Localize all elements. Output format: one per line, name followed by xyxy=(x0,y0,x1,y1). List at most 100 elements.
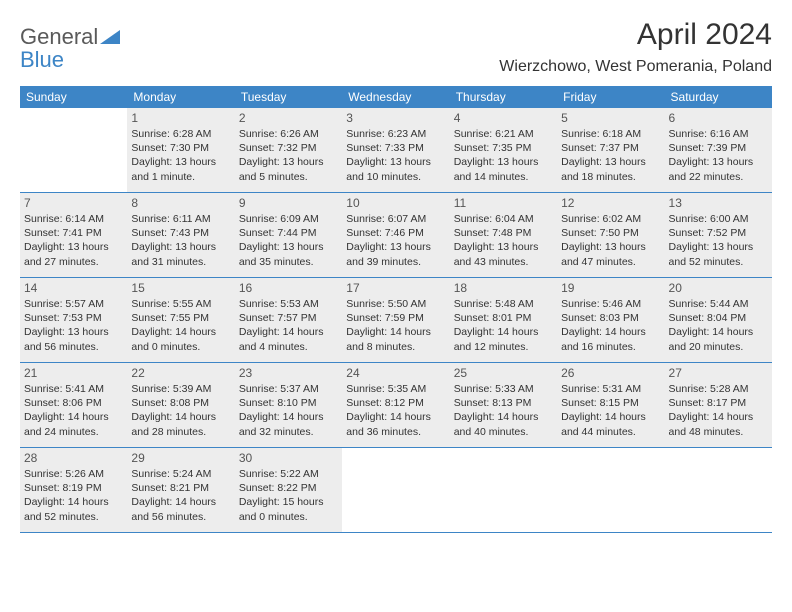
day-number: 12 xyxy=(561,196,660,210)
day-info: Sunrise: 6:04 AMSunset: 7:48 PMDaylight:… xyxy=(454,212,553,269)
day-cell: 4 Sunrise: 6:21 AMSunset: 7:35 PMDaylight… xyxy=(450,108,557,192)
week-row: 28 Sunrise: 5:26 AMSunset: 8:19 PMDayligh… xyxy=(20,448,772,533)
day-cell: 1Sunrise: 6:28 AMSunset: 7:30 PMDaylight… xyxy=(127,108,234,192)
day-cell xyxy=(20,108,127,192)
day-cell: 3Sunrise: 6:23 AMSunset: 7:33 PMDaylight… xyxy=(342,108,449,192)
day-cell: 9 Sunrise: 6:09 AMSunset: 7:44 PMDaylight… xyxy=(235,193,342,277)
day-number: 23 xyxy=(239,366,338,380)
day-cell xyxy=(342,448,449,532)
day-cell xyxy=(665,448,772,532)
day-info: Sunrise: 5:22 AMSunset: 8:22 PMDaylight:… xyxy=(239,467,338,524)
calendar: SundayMondayTuesdayWednesdayThursdayFrid… xyxy=(20,86,772,533)
day-cell: 13Sunrise: 6:00 AMSunset: 7:52 PMDayligh… xyxy=(665,193,772,277)
day-cell: 6 Sunrise: 6:16 AMSunset: 7:39 PMDaylight… xyxy=(665,108,772,192)
day-info: Sunrise: 5:44 AMSunset: 8:04 PMDaylight:… xyxy=(669,297,768,354)
day-number: 1 xyxy=(131,111,230,125)
day-info: Sunrise: 6:14 AMSunset: 7:41 PMDaylight:… xyxy=(24,212,123,269)
day-cell: 11 Sunrise: 6:04 AMSunset: 7:48 PMDayligh… xyxy=(450,193,557,277)
day-info: Sunrise: 6:26 AMSunset: 7:32 PMDaylight:… xyxy=(239,127,338,184)
day-number: 11 xyxy=(454,196,553,210)
day-info: Sunrise: 5:28 AMSunset: 8:17 PMDaylight:… xyxy=(669,382,768,439)
location-text: Wierzchowo, West Pomerania, Poland xyxy=(499,58,772,76)
day-number: 9 xyxy=(239,196,338,210)
day-cell xyxy=(450,448,557,532)
day-cell: 12 Sunrise: 6:02 AMSunset: 7:50 PMDayligh… xyxy=(557,193,664,277)
day-info: Sunrise: 5:26 AMSunset: 8:19 PMDaylight:… xyxy=(24,467,123,524)
day-cell: 30 Sunrise: 5:22 AMSunset: 8:22 PMDayligh… xyxy=(235,448,342,532)
day-cell: 7 Sunrise: 6:14 AMSunset: 7:41 PMDaylight… xyxy=(20,193,127,277)
day-number: 6 xyxy=(669,111,768,125)
day-number: 20 xyxy=(669,281,768,295)
day-number: 25 xyxy=(454,366,553,380)
day-info: Sunrise: 6:16 AMSunset: 7:39 PMDaylight:… xyxy=(669,127,768,184)
day-info: Sunrise: 6:02 AMSunset: 7:50 PMDaylight:… xyxy=(561,212,660,269)
day-info: Sunrise: 5:50 AMSunset: 7:59 PMDaylight:… xyxy=(346,297,445,354)
header: General Blue April 2024 Wierzchowo, West… xyxy=(20,18,772,76)
title-block: April 2024 Wierzchowo, West Pomerania, P… xyxy=(499,18,772,76)
day-info: Sunrise: 5:53 AMSunset: 7:57 PMDaylight:… xyxy=(239,297,338,354)
day-number: 21 xyxy=(24,366,123,380)
weekday-header: Friday xyxy=(557,86,664,108)
logo-text-2: Blue xyxy=(20,47,64,72)
day-number: 14 xyxy=(24,281,123,295)
day-cell: 18 Sunrise: 5:48 AMSunset: 8:01 PMDayligh… xyxy=(450,278,557,362)
day-info: Sunrise: 5:35 AMSunset: 8:12 PMDaylight:… xyxy=(346,382,445,439)
day-info: Sunrise: 5:41 AMSunset: 8:06 PMDaylight:… xyxy=(24,382,123,439)
day-info: Sunrise: 5:55 AMSunset: 7:55 PMDaylight:… xyxy=(131,297,230,354)
weekday-header-row: SundayMondayTuesdayWednesdayThursdayFrid… xyxy=(20,86,772,108)
day-cell: 25 Sunrise: 5:33 AMSunset: 8:13 PMDayligh… xyxy=(450,363,557,447)
day-info: Sunrise: 6:07 AMSunset: 7:46 PMDaylight:… xyxy=(346,212,445,269)
day-cell: 2Sunrise: 6:26 AMSunset: 7:32 PMDaylight… xyxy=(235,108,342,192)
day-number: 4 xyxy=(454,111,553,125)
day-cell: 20 Sunrise: 5:44 AMSunset: 8:04 PMDayligh… xyxy=(665,278,772,362)
day-number: 29 xyxy=(131,451,230,465)
day-number: 28 xyxy=(24,451,123,465)
weekday-header: Monday xyxy=(127,86,234,108)
weekday-header: Tuesday xyxy=(235,86,342,108)
day-cell: 15Sunrise: 5:55 AMSunset: 7:55 PMDayligh… xyxy=(127,278,234,362)
day-cell: 22 Sunrise: 5:39 AMSunset: 8:08 PMDayligh… xyxy=(127,363,234,447)
day-info: Sunrise: 5:37 AMSunset: 8:10 PMDaylight:… xyxy=(239,382,338,439)
day-info: Sunrise: 6:00 AMSunset: 7:52 PMDaylight:… xyxy=(669,212,768,269)
week-row: 1Sunrise: 6:28 AMSunset: 7:30 PMDaylight… xyxy=(20,108,772,193)
day-cell xyxy=(557,448,664,532)
day-number: 5 xyxy=(561,111,660,125)
week-row: 7 Sunrise: 6:14 AMSunset: 7:41 PMDaylight… xyxy=(20,193,772,278)
day-cell: 16Sunrise: 5:53 AMSunset: 7:57 PMDayligh… xyxy=(235,278,342,362)
day-number: 19 xyxy=(561,281,660,295)
day-cell: 14 Sunrise: 5:57 AMSunset: 7:53 PMDayligh… xyxy=(20,278,127,362)
weekday-header: Thursday xyxy=(450,86,557,108)
day-cell: 5 Sunrise: 6:18 AMSunset: 7:37 PMDaylight… xyxy=(557,108,664,192)
weekday-header: Sunday xyxy=(20,86,127,108)
day-number: 10 xyxy=(346,196,445,210)
logo-text-1: General xyxy=(20,24,98,49)
day-info: Sunrise: 5:48 AMSunset: 8:01 PMDaylight:… xyxy=(454,297,553,354)
day-info: Sunrise: 5:24 AMSunset: 8:21 PMDaylight:… xyxy=(131,467,230,524)
day-info: Sunrise: 6:18 AMSunset: 7:37 PMDaylight:… xyxy=(561,127,660,184)
day-number: 22 xyxy=(131,366,230,380)
day-number: 26 xyxy=(561,366,660,380)
day-cell: 29 Sunrise: 5:24 AMSunset: 8:21 PMDayligh… xyxy=(127,448,234,532)
week-row: 21 Sunrise: 5:41 AMSunset: 8:06 PMDayligh… xyxy=(20,363,772,448)
day-number: 27 xyxy=(669,366,768,380)
logo-triangle-icon xyxy=(100,30,120,49)
day-cell: 28 Sunrise: 5:26 AMSunset: 8:19 PMDayligh… xyxy=(20,448,127,532)
month-title: April 2024 xyxy=(499,18,772,52)
day-cell: 24Sunrise: 5:35 AMSunset: 8:12 PMDayligh… xyxy=(342,363,449,447)
day-number: 18 xyxy=(454,281,553,295)
weekday-header: Wednesday xyxy=(342,86,449,108)
day-info: Sunrise: 5:57 AMSunset: 7:53 PMDaylight:… xyxy=(24,297,123,354)
day-info: Sunrise: 6:11 AMSunset: 7:43 PMDaylight:… xyxy=(131,212,230,269)
day-info: Sunrise: 5:33 AMSunset: 8:13 PMDaylight:… xyxy=(454,382,553,439)
day-info: Sunrise: 6:09 AMSunset: 7:44 PMDaylight:… xyxy=(239,212,338,269)
day-number: 7 xyxy=(24,196,123,210)
day-info: Sunrise: 5:39 AMSunset: 8:08 PMDaylight:… xyxy=(131,382,230,439)
day-number: 3 xyxy=(346,111,445,125)
day-number: 30 xyxy=(239,451,338,465)
day-cell: 23 Sunrise: 5:37 AMSunset: 8:10 PMDayligh… xyxy=(235,363,342,447)
day-cell: 19Sunrise: 5:46 AMSunset: 8:03 PMDayligh… xyxy=(557,278,664,362)
weeks-container: 1Sunrise: 6:28 AMSunset: 7:30 PMDaylight… xyxy=(20,108,772,533)
day-info: Sunrise: 6:21 AMSunset: 7:35 PMDaylight:… xyxy=(454,127,553,184)
week-row: 14 Sunrise: 5:57 AMSunset: 7:53 PMDayligh… xyxy=(20,278,772,363)
day-info: Sunrise: 5:31 AMSunset: 8:15 PMDaylight:… xyxy=(561,382,660,439)
